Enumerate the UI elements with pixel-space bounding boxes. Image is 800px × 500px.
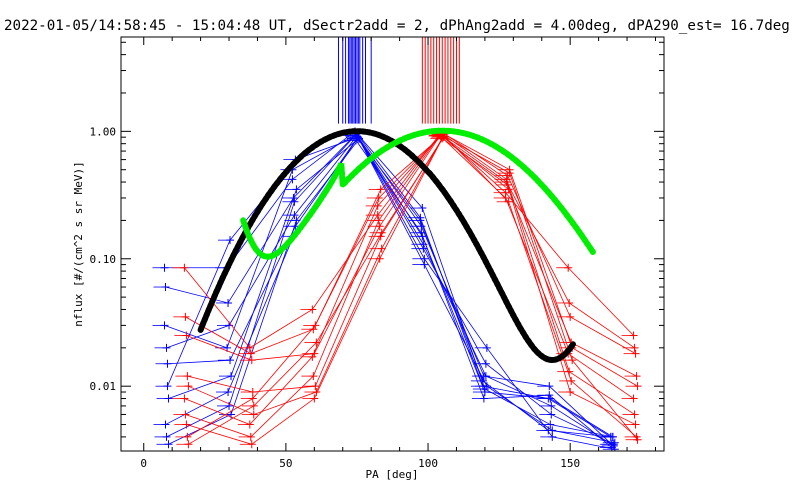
y-tick-label: 0.01 bbox=[90, 380, 117, 393]
blue-series-line bbox=[168, 137, 615, 450]
x-tick-label: 50 bbox=[279, 457, 292, 470]
y-tick-label: 0.10 bbox=[90, 253, 117, 266]
blue-series-line bbox=[164, 134, 611, 438]
chart-title: 2022-01-05/14:58:45 - 15:04:48 UT, dSect… bbox=[4, 18, 790, 34]
red-series-line bbox=[188, 136, 638, 445]
blue-series-line bbox=[167, 136, 615, 447]
y-tick-label: 1.00 bbox=[90, 125, 117, 138]
black-fit-curve bbox=[197, 128, 576, 363]
blue-series-line bbox=[166, 135, 614, 438]
x-tick-label: 150 bbox=[560, 457, 580, 470]
red-series-line bbox=[185, 134, 635, 355]
red-series-line bbox=[187, 134, 637, 438]
series-layer bbox=[152, 37, 642, 451]
plot-frame bbox=[120, 36, 665, 452]
tick-layer: 0 50 100 150 0.01 0.10 1.00 bbox=[90, 37, 664, 470]
x-tick-label: 100 bbox=[418, 457, 438, 470]
red-series-line bbox=[188, 133, 638, 415]
red-series-line bbox=[186, 131, 636, 361]
blue-series-line bbox=[165, 139, 613, 448]
blue-series-line bbox=[164, 130, 612, 438]
x-tick-label: 0 bbox=[140, 457, 147, 470]
x-axis-label: PA [deg] bbox=[366, 468, 419, 481]
green-fit-curve bbox=[240, 127, 596, 260]
blue-series-line bbox=[166, 133, 613, 438]
red-series-line bbox=[184, 133, 634, 349]
blue-series-line bbox=[165, 133, 613, 445]
red-series-line bbox=[185, 132, 635, 438]
y-axis-label: nflux [#/(cm^2 s sr MeV)] bbox=[72, 161, 85, 327]
red-series-line bbox=[184, 135, 634, 426]
